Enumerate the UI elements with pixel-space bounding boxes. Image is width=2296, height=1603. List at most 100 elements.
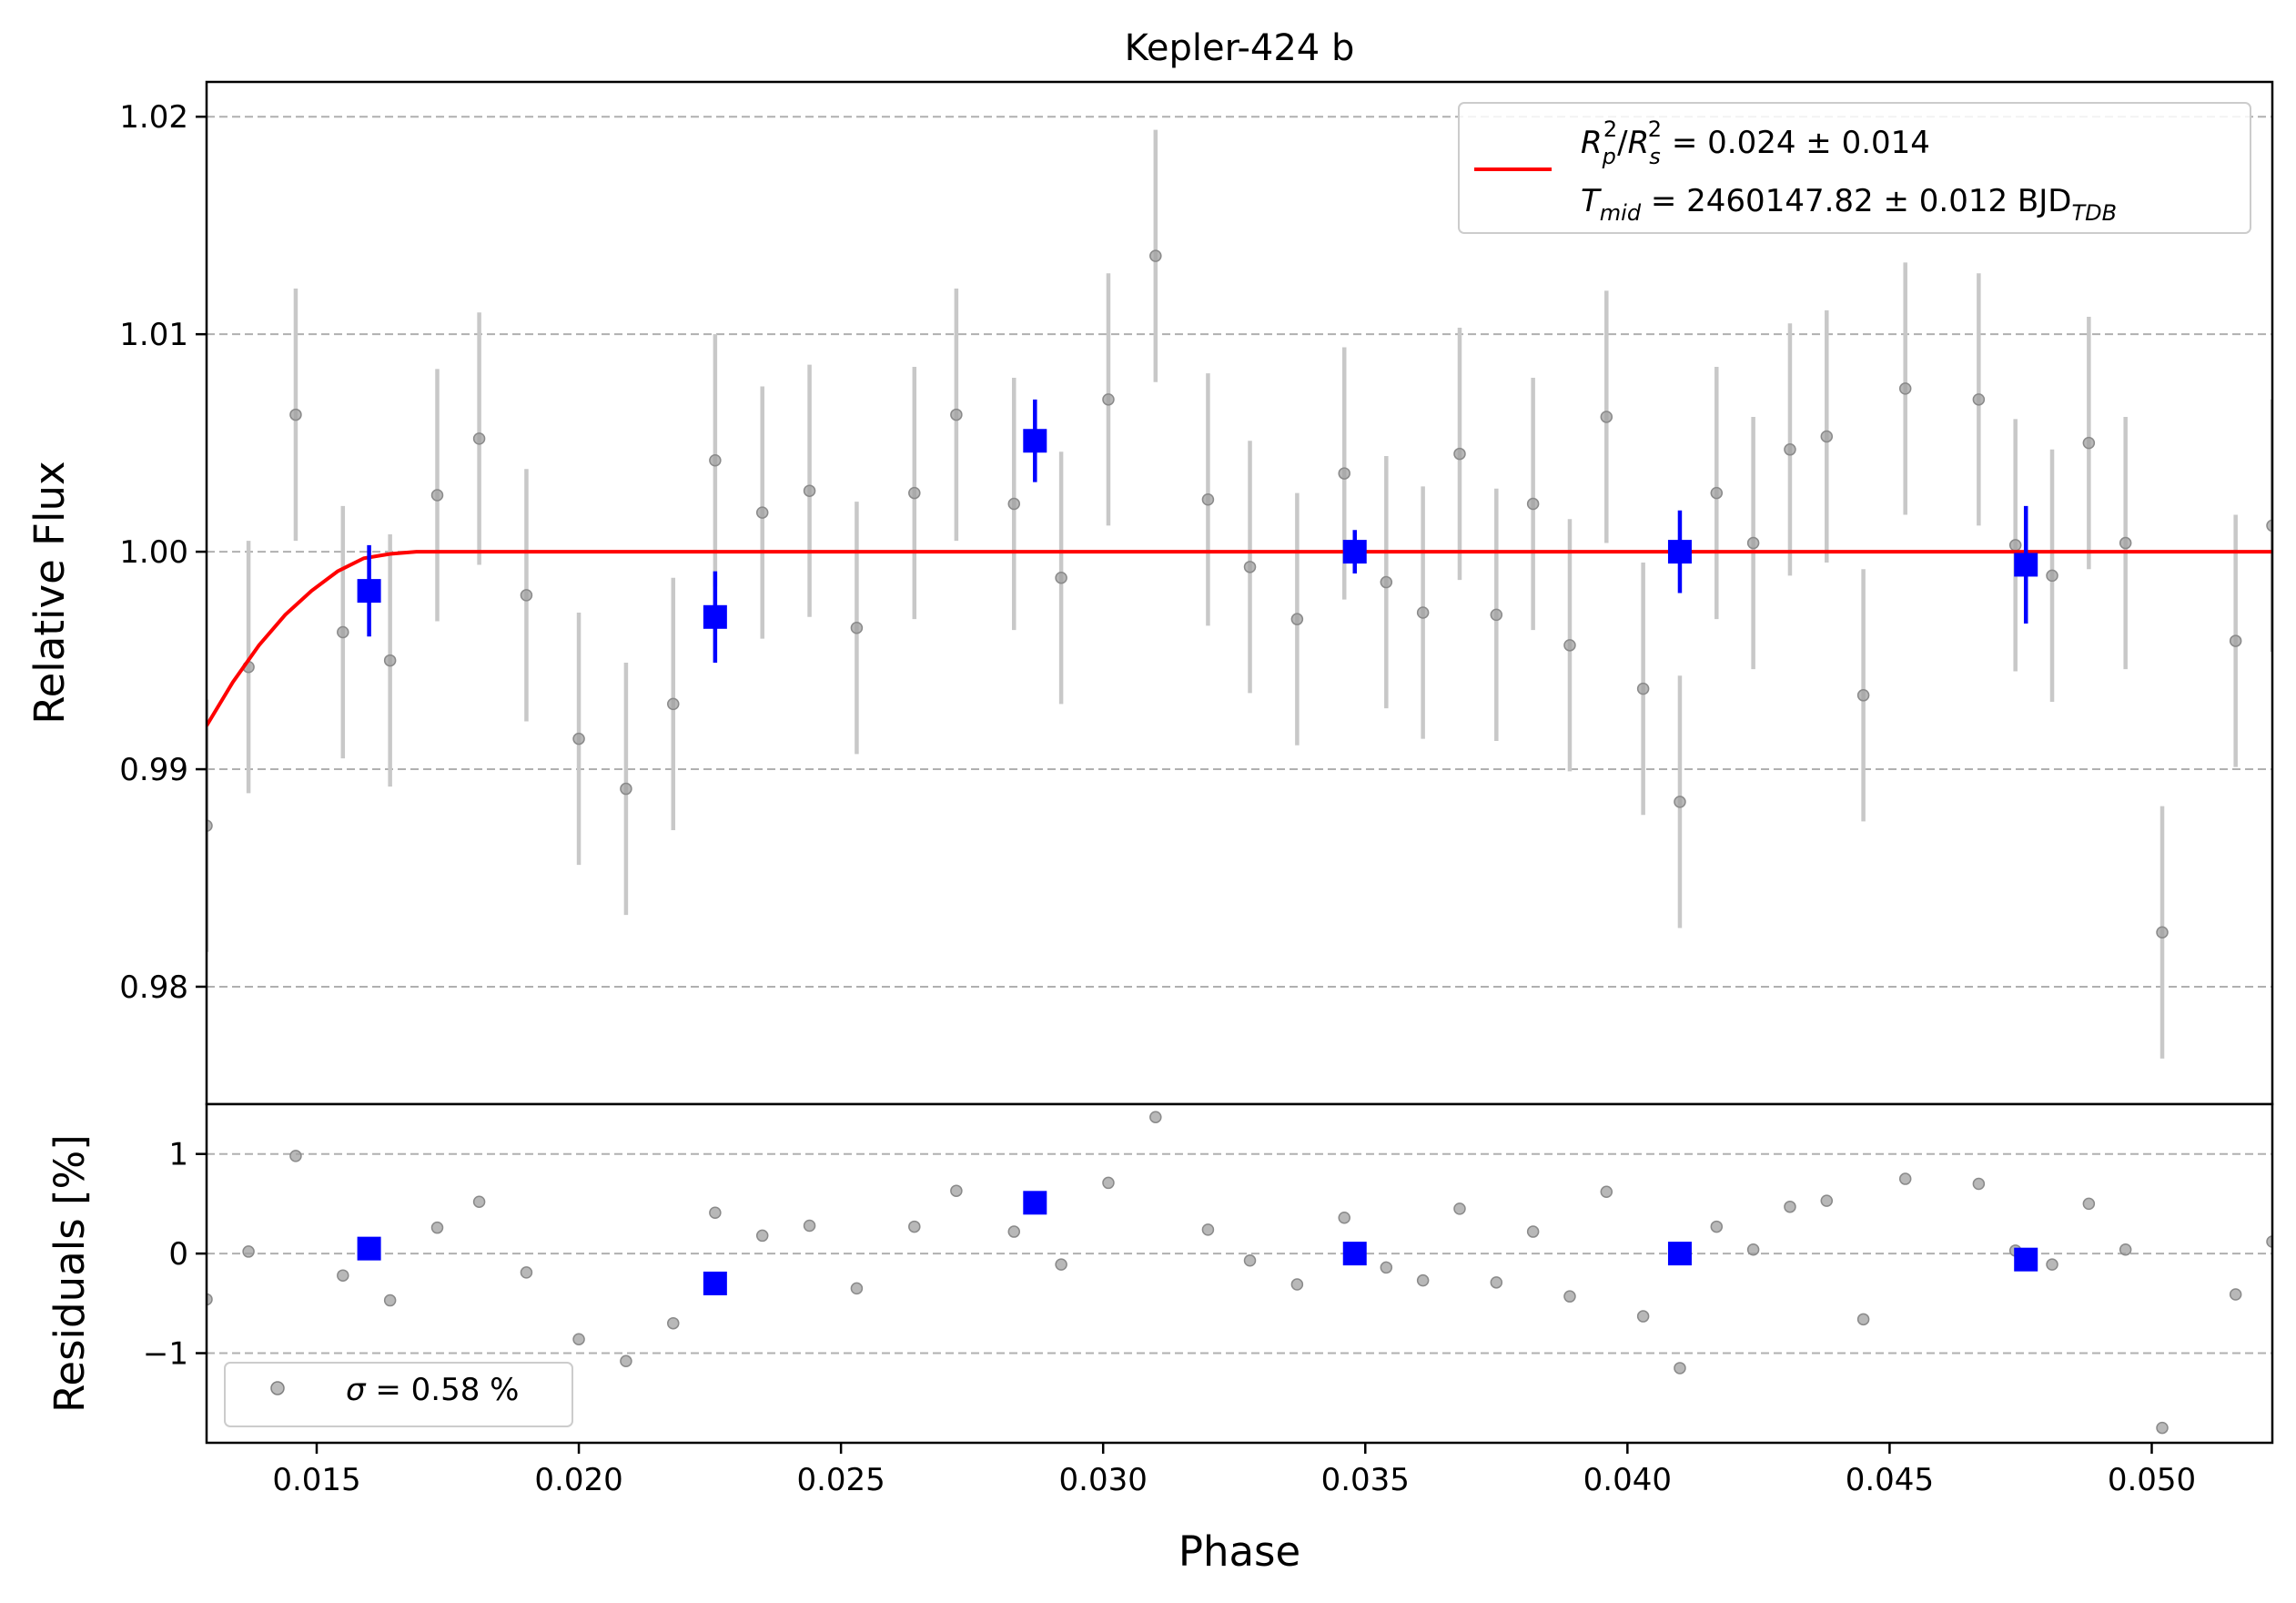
residuals-raw-point [1898, 1172, 1912, 1185]
flux-raw-point [620, 782, 632, 796]
residuals-raw-point [572, 1333, 585, 1345]
x-tick-label: 0.020 [534, 1462, 622, 1498]
residuals-raw-point [289, 1150, 302, 1162]
flux-y-tick-label: 0.98 [119, 969, 188, 1006]
flux-raw-point [1201, 493, 1215, 506]
flux-raw-point [850, 621, 864, 634]
flux-raw-point [2229, 634, 2242, 647]
x-tick-label: 0.045 [1846, 1462, 1934, 1498]
residuals-legend-marker [270, 1381, 285, 1395]
flux-raw-point [803, 484, 816, 497]
flux-y-ticks: 0.98 0.99 1.00 1.01 1.02 [119, 99, 207, 1006]
flux-raw-point [1674, 796, 1686, 808]
residuals-raw-point [1526, 1225, 1540, 1238]
residuals-raw-point [1338, 1211, 1350, 1224]
radius-ratio-value: = 0.024 ± 0.014 [1662, 125, 1930, 161]
residuals-raw-point [1453, 1202, 1466, 1215]
residuals-binned-point [1667, 1242, 1692, 1266]
flux-raw-point [472, 432, 486, 445]
flux-legend-radius-ratio: Rp2/Rs2 = 0.024 ± 0.014 [1581, 117, 1930, 169]
residuals-binned-point [703, 1271, 727, 1295]
residuals-raw-point [1636, 1310, 1650, 1323]
residuals-y-ticks: −1 0 1 [143, 1137, 207, 1373]
residuals-raw-point [1563, 1290, 1576, 1303]
flux-binned-point [1023, 429, 1047, 453]
residuals-raw-point [2082, 1197, 2096, 1211]
flux-raw-point [207, 819, 213, 832]
residuals-raw-point [850, 1282, 864, 1295]
flux-raw-point [1007, 497, 1021, 511]
residuals-raw-point [1674, 1362, 1686, 1375]
flux-raw-point [2266, 519, 2272, 533]
flux-raw-point [755, 506, 769, 519]
flux-raw-point [1600, 411, 1613, 423]
residuals-legend: σ = 0.58 % [224, 1362, 573, 1427]
residuals-raw-point [1416, 1273, 1430, 1287]
x-axis-title: Phase [1178, 1527, 1300, 1576]
flux-binned-point [357, 579, 381, 604]
residuals-raw-point [1856, 1313, 1870, 1326]
flux-raw-point [383, 654, 397, 667]
flux-binned-point [2014, 553, 2038, 577]
flux-legend-box [1458, 102, 2251, 234]
mid-time-unit-sub: TDB [2071, 200, 2117, 226]
residuals-raw-point [1490, 1276, 1503, 1289]
residuals-raw-point [1290, 1278, 1304, 1291]
residuals-raw-point [1055, 1258, 1067, 1271]
residuals-raw-point [667, 1316, 680, 1330]
residuals-binned-point [2014, 1247, 2038, 1272]
flux-raw-point [950, 408, 963, 421]
flux-raw-point [1856, 689, 1870, 702]
flux-raw-point [709, 453, 722, 467]
residuals-raw-point [430, 1221, 444, 1234]
residuals-binned-point [357, 1236, 381, 1261]
flux-raw-point [2156, 926, 2169, 938]
residuals-raw-point [1380, 1261, 1393, 1274]
flux-raw-point [1290, 613, 1304, 625]
flux-raw-point [2008, 539, 2022, 552]
flux-y-tick-label: 1.01 [119, 317, 188, 353]
residuals-raw-point [1102, 1176, 1115, 1190]
flux-raw-point [1102, 393, 1115, 406]
residuals-legend-sigma: σ = 0.58 % [346, 1372, 519, 1408]
radius-ratio-sub-planet: p [1602, 144, 1616, 169]
residuals-y-tick-label: 1 [168, 1137, 188, 1173]
flux-binned-point [1667, 540, 1692, 564]
flux-raw-point [1746, 536, 1760, 550]
flux-binned-points [357, 399, 2038, 663]
residuals-raw-point [1972, 1177, 1986, 1191]
residuals-panel: −1 0 1 0.015 0.020 0.025 0.030 0.035 0.040 0.045… [143, 1102, 2274, 1498]
radius-ratio-symbol-planet: R [1581, 125, 1603, 161]
radius-ratio-sup-star: 2 [1648, 117, 1662, 142]
flux-raw-point [1526, 497, 1540, 511]
flux-legend-mid-time: Tmid = 2460147.82 ± 0.012 BJDTDB [1581, 183, 2117, 226]
flux-raw-point [1380, 575, 1393, 589]
residuals-raw-point [755, 1229, 769, 1243]
residuals-raw-point [1784, 1200, 1796, 1213]
sigma-symbol: σ [346, 1372, 367, 1408]
residuals-raw-point [520, 1266, 533, 1279]
flux-raw-point [2046, 569, 2058, 583]
radius-ratio-sub-star: s [1649, 144, 1661, 169]
flux-raw-point [1453, 447, 1466, 461]
residuals-raw-point [1007, 1225, 1021, 1238]
flux-y-tick-label: 0.99 [119, 752, 188, 788]
flux-raw-point [1784, 443, 1796, 456]
residuals-binned-point [1023, 1191, 1047, 1215]
flux-raw-point [2119, 536, 2132, 550]
flux-raw-point [1710, 486, 1724, 500]
flux-binned-point [703, 604, 727, 629]
flux-raw-point [2082, 436, 2096, 450]
residuals-y-tick-label: −1 [143, 1336, 188, 1373]
residuals-raw-point [383, 1294, 397, 1307]
residuals-raw-point [207, 1293, 213, 1306]
residuals-x-ticks: 0.015 0.020 0.025 0.030 0.035 0.040 0.045 0.050 [272, 1443, 2196, 1498]
flux-raw-point [1563, 639, 1576, 652]
flux-raw-point [572, 732, 585, 746]
x-tick-label: 0.025 [796, 1462, 885, 1498]
flux-raw-point [1898, 382, 1912, 395]
residuals-raw-point [709, 1206, 722, 1220]
radius-ratio-sup-planet: 2 [1603, 117, 1617, 142]
residuals-y-axis-title: Residuals [%] [46, 1134, 94, 1413]
